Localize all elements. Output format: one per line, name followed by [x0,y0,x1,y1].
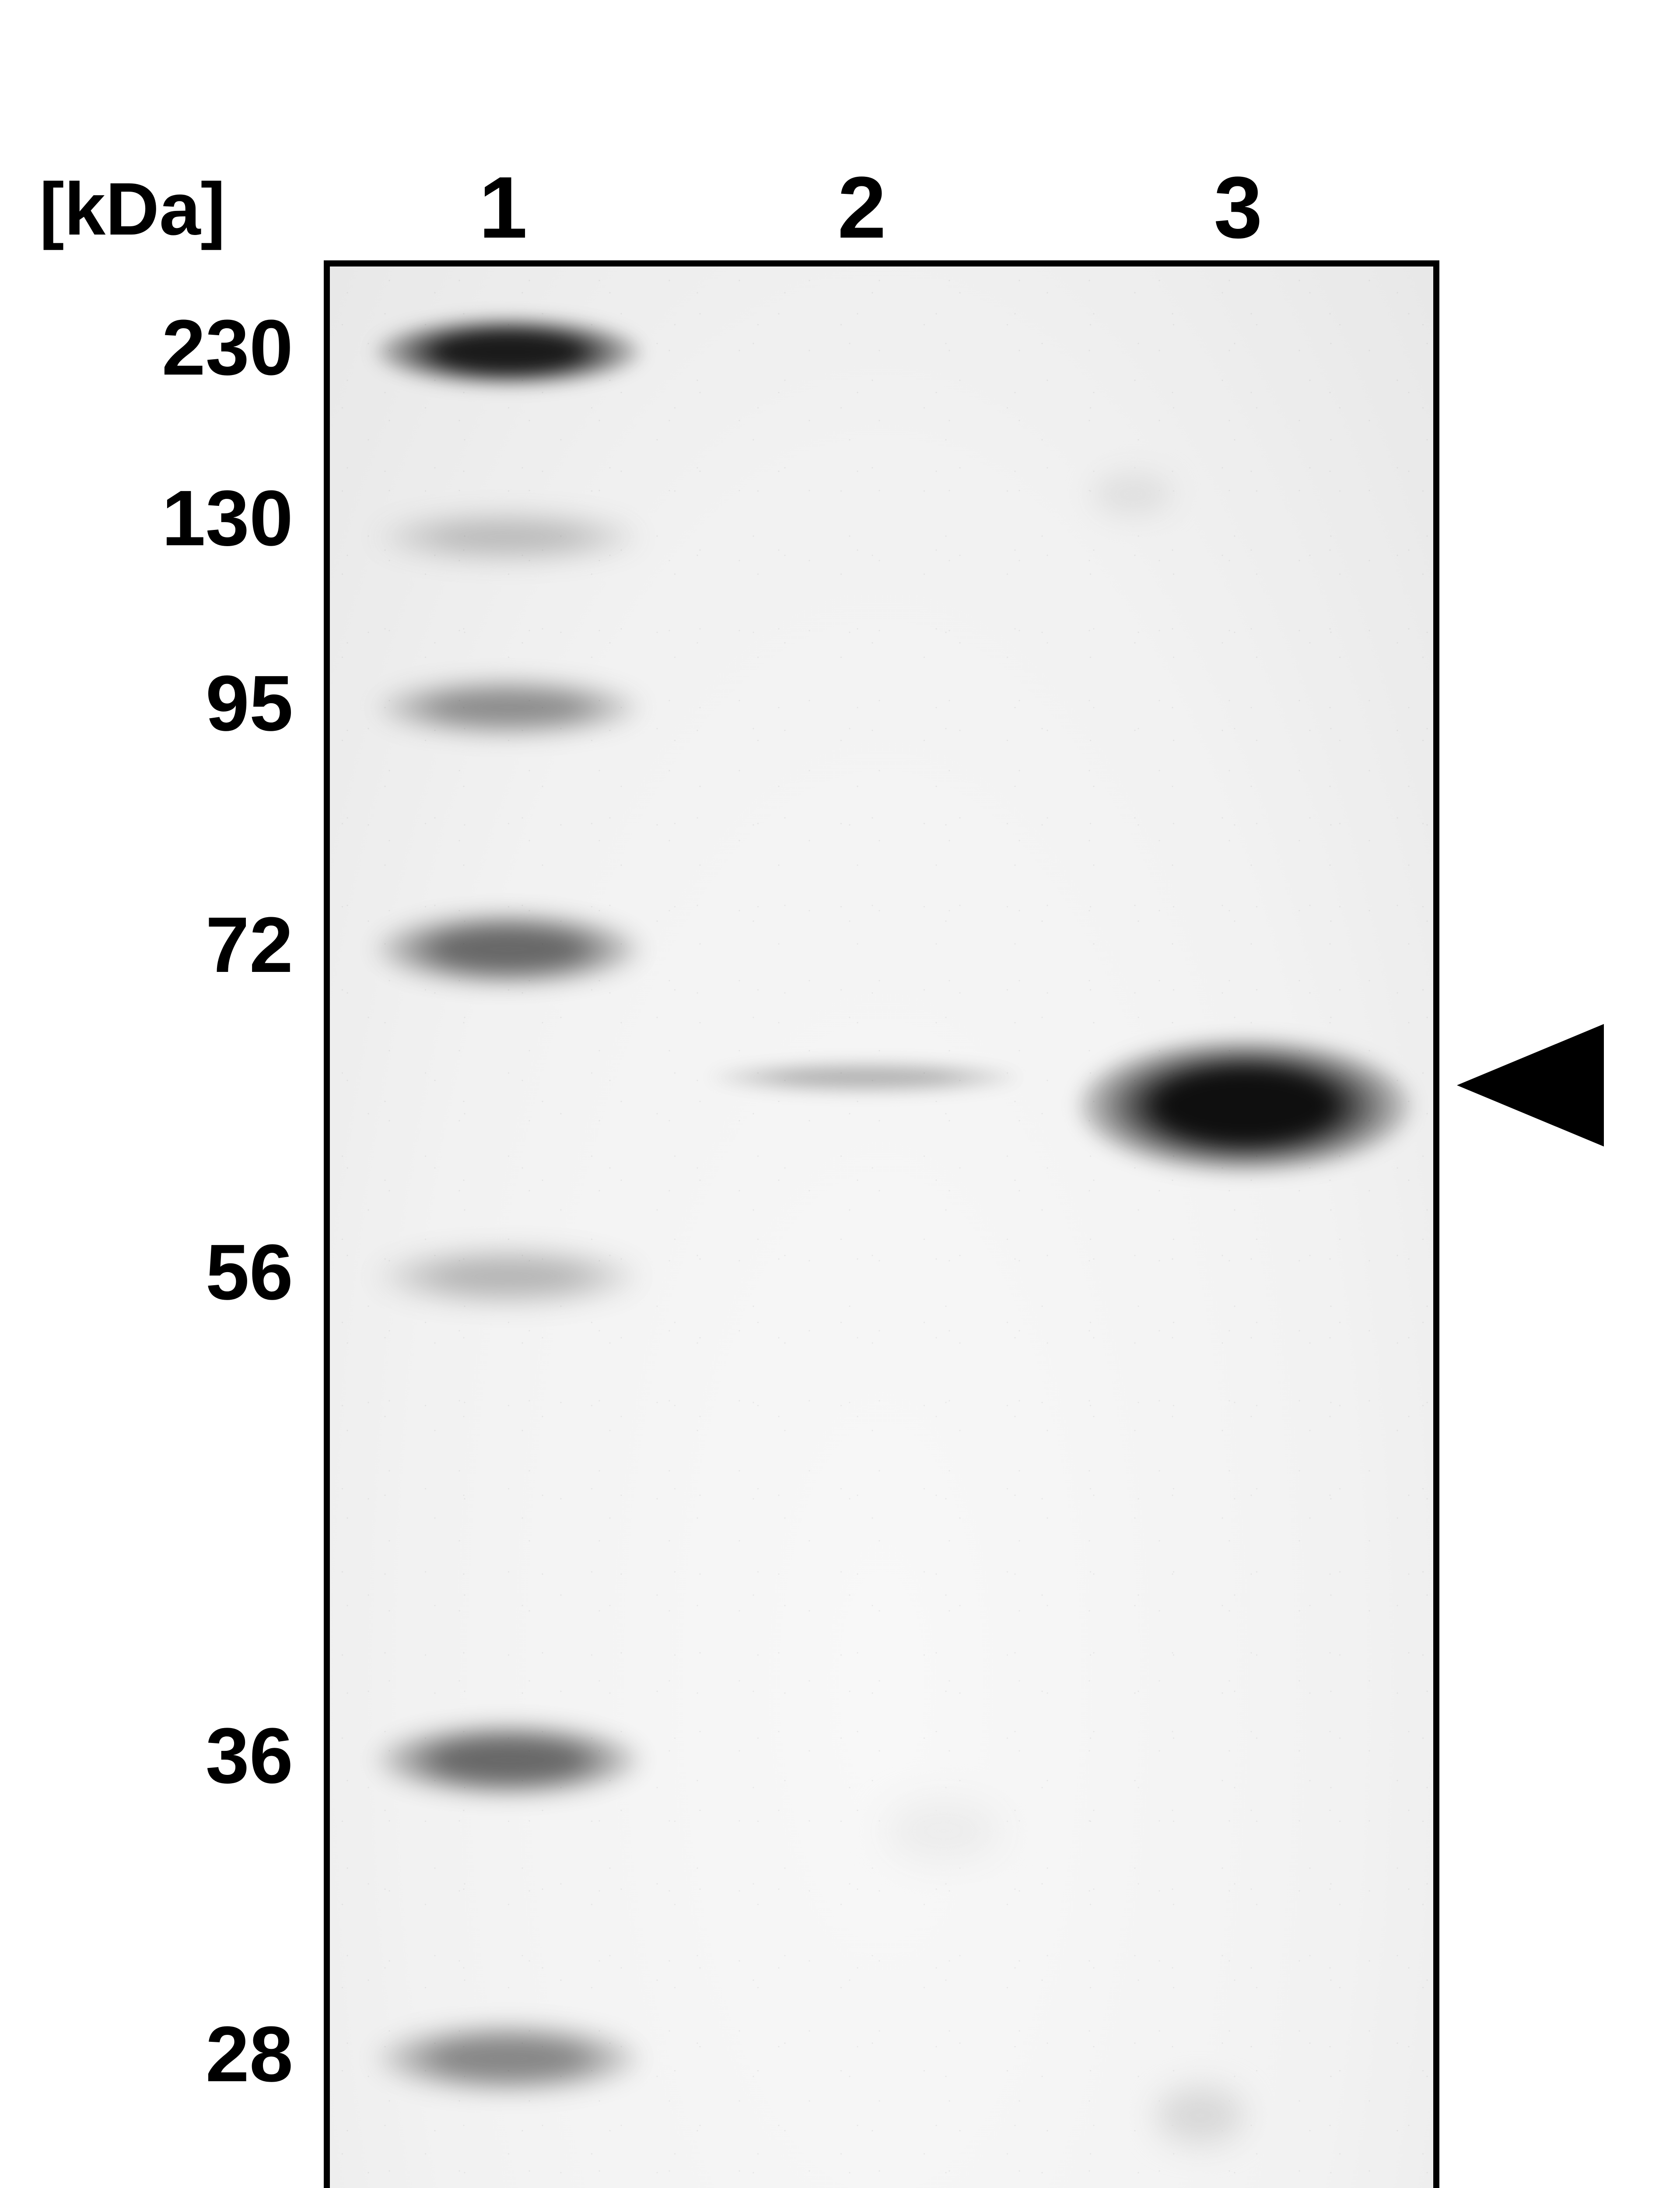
blot-smudge [1156,2087,1244,2144]
band-lane1 [374,513,642,561]
blot-smudge [887,1800,1001,1862]
mw-label-28: 28 [39,2009,293,2100]
axis-unit-label: [kDa] [39,166,225,252]
western-blot-container: [kDa] 1 2 3 23013095725636281711 [0,0,1680,2188]
blot-frame [324,260,1439,2188]
lane-label-2: 2 [818,158,906,258]
mw-label-230: 230 [39,302,293,393]
band-lane1 [374,912,642,986]
mw-label-130: 130 [39,473,293,564]
mw-label-56: 56 [39,1227,293,1318]
lane-label-1: 1 [459,158,547,258]
mw-label-36: 36 [39,1711,293,1801]
band-lane3 [1078,1038,1412,1174]
band-lane1 [374,2023,642,2093]
band-lane1 [374,317,642,387]
band-lane2 [709,1062,1022,1093]
band-lane1 [374,1723,642,1797]
band-lane1 [374,1248,642,1305]
lane-label-3: 3 [1194,158,1282,258]
mw-label-95: 95 [39,658,293,749]
blot-smudge [1094,472,1172,516]
mw-label-72: 72 [39,900,293,990]
band-lane1 [374,679,642,736]
target-band-arrow-icon [1457,1024,1641,1149]
